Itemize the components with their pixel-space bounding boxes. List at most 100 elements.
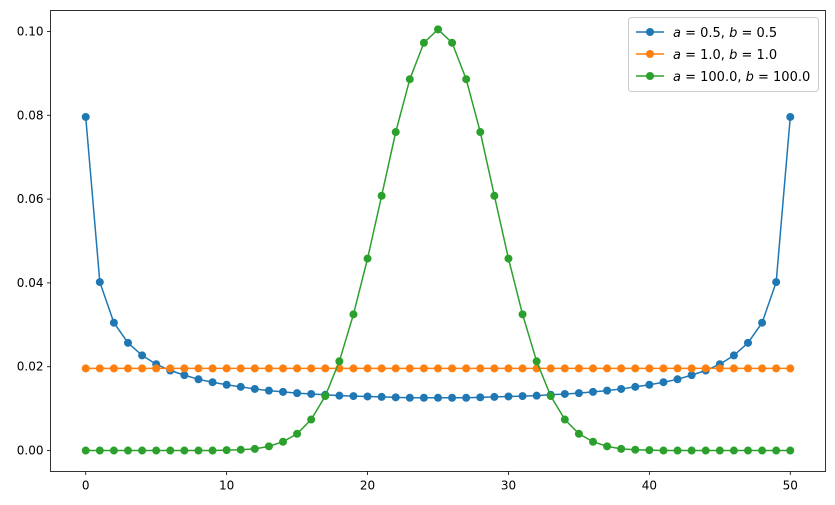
data-point: [532, 391, 541, 400]
x-axis: 0 10 20 30 40 50: [82, 471, 798, 493]
data-point: [222, 446, 231, 455]
data-point: [349, 392, 358, 401]
data-point: [574, 364, 583, 373]
data-point: [335, 357, 344, 366]
data-point: [321, 392, 330, 401]
data-point: [419, 393, 428, 402]
data-point: [462, 393, 471, 402]
data-point: [645, 380, 654, 389]
legend-item: a = 100.0, b = 100.0: [636, 70, 810, 85]
data-point: [631, 364, 640, 373]
data-point: [631, 445, 640, 454]
data-point: [194, 375, 203, 384]
data-point: [109, 364, 118, 373]
data-point: [293, 389, 302, 398]
data-point: [95, 364, 104, 373]
data-point: [617, 444, 626, 453]
data-point: [152, 446, 161, 455]
data-point: [81, 112, 90, 121]
data-point: [772, 446, 781, 455]
data-point: [81, 364, 90, 373]
data-point: [758, 364, 767, 373]
legend-label: a = 1.0, b = 1.0: [673, 48, 777, 63]
data-point: [236, 364, 245, 373]
data-point: [687, 371, 696, 380]
data-point: [603, 386, 612, 395]
data-point: [448, 393, 457, 402]
series-2: [81, 25, 795, 455]
data-point: [462, 75, 471, 84]
data-point: [279, 437, 287, 446]
data-point: [518, 364, 527, 373]
data-point: [138, 351, 147, 360]
data-point: [208, 364, 217, 373]
data-point: [279, 364, 287, 373]
data-point: [95, 278, 104, 287]
data-point: [589, 387, 597, 396]
legend: a = 0.5, b = 0.5 a = 1.0, b = 1.0 a = 100.…: [628, 17, 819, 92]
data-point: [645, 364, 654, 373]
data-point: [391, 364, 400, 373]
data-point: [589, 364, 597, 373]
data-point: [124, 364, 132, 373]
data-point: [786, 446, 795, 455]
data-point: [490, 392, 499, 401]
data-point: [307, 364, 316, 373]
data-point: [391, 128, 400, 137]
data-point: [109, 446, 118, 455]
series-0: [81, 112, 795, 402]
y-axis: 0.00 0.02 0.04 0.06 0.08 0.10: [17, 24, 51, 458]
x-tick-label: 20: [360, 479, 375, 493]
legend-marker: [646, 72, 654, 80]
y-tick-label: 0.10: [17, 24, 44, 38]
data-point: [109, 318, 118, 327]
series-line: [85, 28, 791, 452]
data-point: [208, 378, 217, 387]
data-point: [448, 364, 457, 373]
series-line: [84, 116, 792, 399]
data-point: [786, 364, 795, 373]
data-point: [645, 446, 654, 455]
data-point: [490, 364, 499, 373]
data-point: [180, 446, 189, 455]
y-tick-label: 0.08: [17, 108, 44, 122]
data-point: [377, 364, 386, 373]
data-point: [264, 442, 273, 451]
x-tick-label: 50: [783, 479, 798, 493]
data-point: [405, 75, 414, 84]
data-point: [518, 392, 527, 401]
data-point: [490, 191, 499, 200]
data-point: [391, 393, 400, 402]
data-point: [222, 380, 231, 389]
data-point: [250, 384, 259, 393]
data-point: [673, 375, 682, 384]
data-point: [715, 446, 724, 455]
data-point: [124, 338, 132, 347]
data-point: [659, 364, 668, 373]
data-point: [349, 310, 358, 319]
data-point: [617, 384, 626, 393]
data-point: [180, 371, 189, 380]
data-point: [363, 254, 372, 263]
data-point: [138, 446, 147, 455]
data-point: [701, 446, 710, 455]
data-point: [476, 128, 485, 137]
data-point: [560, 364, 569, 373]
data-point: [589, 437, 597, 446]
data-point: [405, 393, 414, 402]
data-point: [758, 446, 767, 455]
data-point: [335, 391, 344, 400]
data-point: [603, 364, 612, 373]
data-point: [546, 392, 555, 401]
data-point: [532, 357, 541, 366]
legend-label: a = 0.5, b = 0.5: [673, 26, 777, 41]
data-point: [715, 364, 724, 373]
data-point: [377, 191, 386, 200]
data-point: [448, 38, 457, 47]
data-point: [434, 25, 442, 34]
data-point: [377, 392, 386, 401]
data-point: [293, 429, 302, 438]
data-point: [250, 364, 259, 373]
data-point: [687, 364, 696, 373]
data-point: [687, 446, 696, 455]
